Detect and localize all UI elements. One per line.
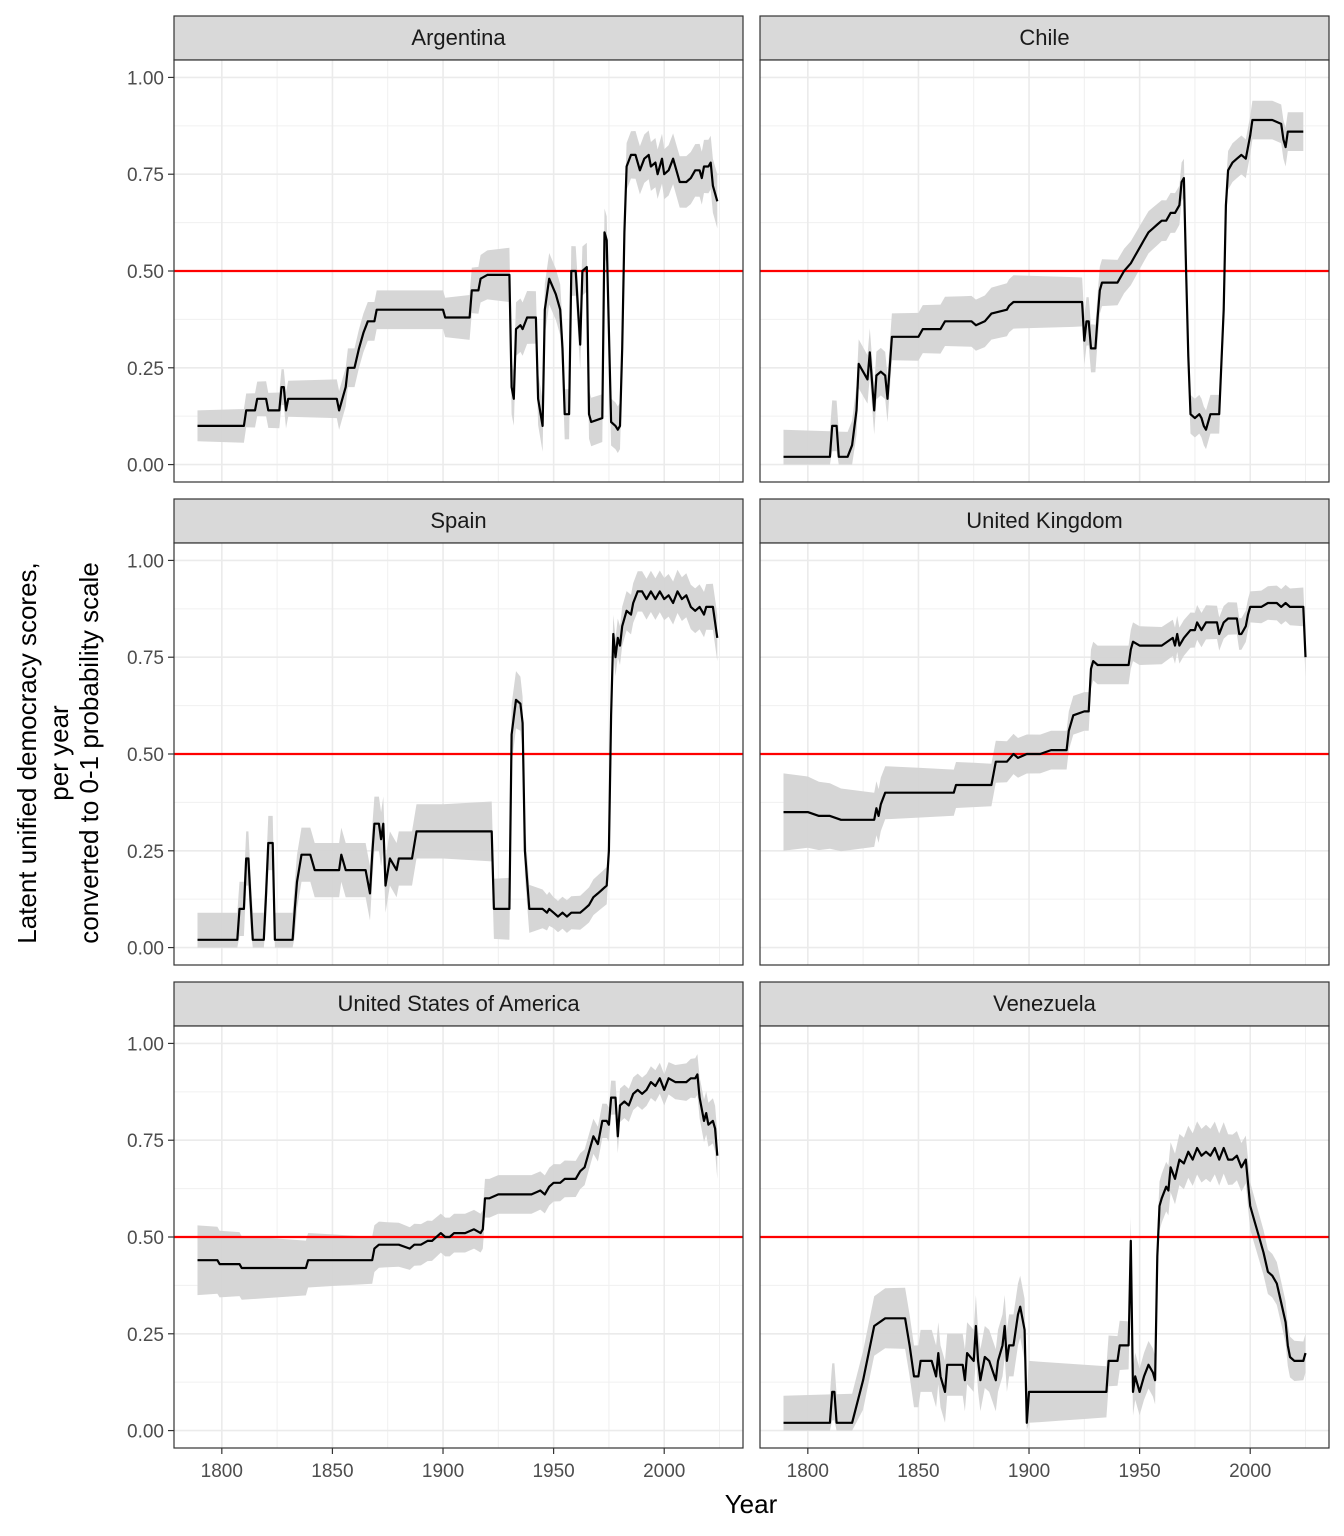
y-tick-label: 0.50 xyxy=(127,1228,164,1249)
x-tick-label: 1900 xyxy=(422,1461,464,1482)
y-tick-label: 0.50 xyxy=(127,262,164,283)
y-axis-title-line: per year xyxy=(44,705,74,801)
panel-border xyxy=(759,542,1330,966)
uncertainty-ribbon xyxy=(197,130,718,453)
x-tick-label: 1800 xyxy=(201,1461,243,1482)
y-tick-label: 1.00 xyxy=(127,551,164,572)
y-axis-title-line: Latent unified democracy scores, xyxy=(12,562,42,944)
uncertainty-ribbon xyxy=(783,1121,1306,1431)
series-line xyxy=(197,590,719,941)
uncertainty-ribbon xyxy=(197,1054,718,1300)
series-line xyxy=(197,1073,719,1270)
panel-argentina: Argentina 0.00 0.25 0.50 0.75 1.00 xyxy=(127,15,744,483)
facet-label: Chile xyxy=(1019,25,1069,50)
y-tick-label: 1.00 xyxy=(127,1034,164,1055)
x-tick-label: 1800 xyxy=(787,1461,829,1482)
series-line xyxy=(783,601,1307,821)
y-tick-label: 0.75 xyxy=(127,165,164,186)
x-axis-title: Year xyxy=(725,1489,778,1519)
panels-layer: Argentina 0.00 0.25 0.50 0.75 1.00 Chile Spain 0… xyxy=(127,15,1330,1482)
y-tick-label: 0.75 xyxy=(127,1131,164,1152)
facet-label: Spain xyxy=(430,508,486,533)
x-tick-label: 1950 xyxy=(1118,1461,1160,1482)
facet-strip xyxy=(173,498,744,544)
x-tick-label: 1850 xyxy=(897,1461,939,1482)
x-tick-label: 1900 xyxy=(1008,1461,1050,1482)
x-tick-label: 1950 xyxy=(532,1461,574,1482)
uncertainty-ribbon xyxy=(783,100,1304,465)
panel-venezuela: Venezuela 1800 1850 1900 1950 2000 xyxy=(759,981,1330,1482)
panel-united-states-of-america: United States of America 0.00 0.25 0.50 0.75… xyxy=(127,981,744,1482)
series-line xyxy=(783,118,1304,458)
panel-border xyxy=(759,59,1330,483)
facet-label: Argentina xyxy=(411,25,506,50)
facet-strip xyxy=(759,981,1330,1027)
x-tick-label: 2000 xyxy=(643,1461,685,1482)
facet-strip xyxy=(173,981,744,1027)
uncertainty-ribbon xyxy=(783,584,1306,852)
panel-border xyxy=(759,1025,1330,1449)
panel-united-kingdom: United Kingdom xyxy=(759,498,1330,966)
y-axis-title-line: converted to 0-1 probability scale xyxy=(74,562,104,944)
y-tick-label: 0.25 xyxy=(127,359,164,380)
y-tick-label: 1.00 xyxy=(127,68,164,89)
y-tick-label: 0.00 xyxy=(127,1422,164,1443)
y-tick-label: 0.75 xyxy=(127,648,164,669)
facet-label: Venezuela xyxy=(993,991,1097,1016)
y-tick-label: 0.00 xyxy=(127,939,164,960)
y-tick-label: 0.25 xyxy=(127,1325,164,1346)
y-tick-label: 0.00 xyxy=(127,456,164,477)
facet-strip xyxy=(759,15,1330,61)
panel-chile: Chile xyxy=(759,15,1330,483)
uncertainty-ribbon xyxy=(197,569,718,948)
y-tick-label: 0.50 xyxy=(127,745,164,766)
series-line xyxy=(197,153,719,431)
y-axis-title: Latent unified democracy scores, per year… xyxy=(12,562,104,944)
facet-label: United States of America xyxy=(337,991,580,1016)
facet-label: United Kingdom xyxy=(966,508,1123,533)
series-line xyxy=(783,1146,1307,1424)
x-tick-label: 2000 xyxy=(1229,1461,1271,1482)
x-tick-label: 1850 xyxy=(311,1461,353,1482)
facet-strip xyxy=(173,15,744,61)
panel-spain: Spain 0.00 0.25 0.50 0.75 1.00 xyxy=(127,498,744,966)
y-tick-label: 0.25 xyxy=(127,842,164,863)
